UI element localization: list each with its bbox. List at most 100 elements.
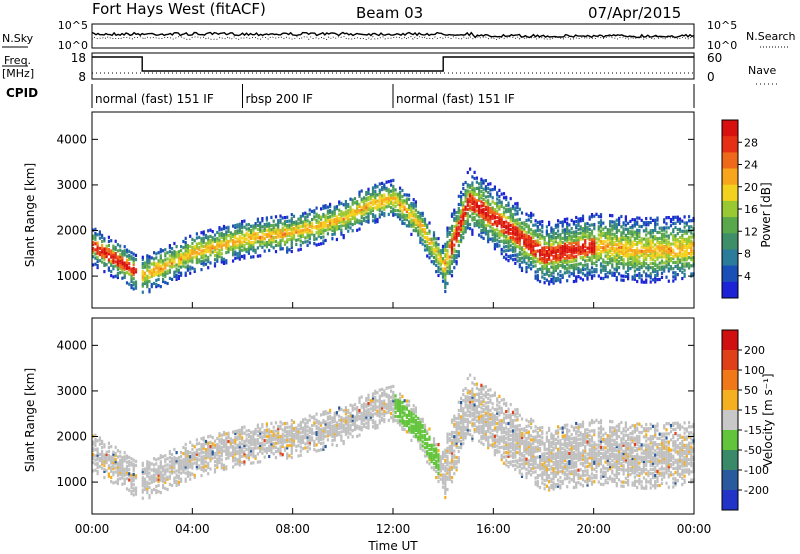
power-cell xyxy=(563,261,566,265)
power-cell xyxy=(478,223,481,227)
power-cell xyxy=(482,222,485,226)
velocity-cell xyxy=(326,432,329,436)
power-cell xyxy=(609,271,612,275)
power-cell xyxy=(247,247,250,251)
power-cell xyxy=(557,243,560,247)
velocity-cell xyxy=(189,451,192,455)
power-cell xyxy=(356,220,359,224)
power-cell xyxy=(498,217,501,221)
power-cell xyxy=(399,194,402,198)
power-cell xyxy=(615,222,618,226)
power-cell xyxy=(669,220,673,224)
power-cell xyxy=(509,227,512,231)
velocity-cell xyxy=(132,472,135,476)
power-cell xyxy=(620,255,623,260)
velocity-cell xyxy=(234,438,237,442)
velocity-cell xyxy=(331,420,334,424)
velocity-cell xyxy=(340,424,343,428)
power-cell xyxy=(502,231,506,235)
velocity-cell xyxy=(177,462,180,466)
power-cell xyxy=(238,235,241,239)
velocity-cell xyxy=(130,463,133,467)
power-cell xyxy=(561,263,564,267)
power-cell xyxy=(381,212,384,216)
velocity-cell xyxy=(281,440,284,444)
velocity-cell xyxy=(252,446,255,450)
power-cell xyxy=(683,262,686,266)
power-cell xyxy=(685,231,688,235)
power-cell xyxy=(561,240,564,245)
velocity-cell xyxy=(96,461,99,465)
power-cell xyxy=(299,219,302,223)
velocity-cell xyxy=(193,473,196,477)
power-cell xyxy=(130,271,133,275)
power-cell xyxy=(469,194,472,198)
power-cell xyxy=(437,237,440,241)
velocity-cell xyxy=(281,432,284,436)
power-cell xyxy=(645,221,648,225)
power-cell xyxy=(606,236,609,240)
power-cell xyxy=(570,243,573,247)
power-cell xyxy=(173,250,176,254)
power-cell xyxy=(374,185,377,189)
velocity-cell xyxy=(344,422,347,426)
power-cell xyxy=(155,264,158,268)
power-cell xyxy=(252,255,255,259)
power-cell xyxy=(232,259,235,263)
power-cell xyxy=(351,212,354,216)
power-cell xyxy=(663,244,666,249)
power-cell xyxy=(367,218,370,222)
velocity-cell xyxy=(202,450,205,454)
power-cell xyxy=(660,236,664,240)
power-cell xyxy=(453,210,456,214)
power-cell xyxy=(640,266,643,270)
power-cell xyxy=(683,274,686,278)
power-cell xyxy=(636,236,639,241)
power-cell xyxy=(274,243,278,248)
velocity-cell xyxy=(101,441,104,445)
velocity-cell xyxy=(184,463,187,467)
power-cell xyxy=(566,256,569,260)
velocity-cell xyxy=(103,463,106,467)
power-cell xyxy=(674,242,677,246)
power-cell xyxy=(640,253,643,257)
power-cell xyxy=(672,221,675,226)
power-cell xyxy=(527,263,530,267)
power-cell xyxy=(340,201,343,205)
power-cell xyxy=(132,252,135,256)
velocity-cell xyxy=(207,449,210,453)
power-cell xyxy=(507,228,510,232)
power-cell xyxy=(563,220,566,224)
velocity-cell xyxy=(141,482,144,486)
power-cell xyxy=(577,252,580,256)
power-cell xyxy=(645,256,648,260)
velocity-cell xyxy=(268,432,271,436)
power-cell xyxy=(502,255,506,259)
power-cell xyxy=(430,249,433,254)
power-cell xyxy=(563,232,566,236)
power-cell xyxy=(213,258,217,262)
power-cell xyxy=(624,219,627,223)
velocity-cell xyxy=(186,472,189,476)
power-cell xyxy=(584,273,587,277)
power-cell xyxy=(383,212,386,216)
velocity-cell xyxy=(241,426,244,430)
power-cell xyxy=(286,232,289,236)
velocity-cell xyxy=(204,454,208,458)
power-cell xyxy=(584,251,587,255)
power-cell xyxy=(301,212,305,216)
velocity-cell xyxy=(175,461,178,465)
velocity-cell xyxy=(281,442,284,446)
power-cell xyxy=(232,232,235,236)
power-cell xyxy=(268,222,271,226)
power-cell xyxy=(225,246,228,251)
power-cell xyxy=(590,229,594,233)
power-cell xyxy=(184,236,187,240)
power-cell xyxy=(241,248,244,252)
power-cell xyxy=(105,248,108,252)
power-cell xyxy=(525,237,528,241)
velocity-cell xyxy=(308,428,311,432)
velocity-cell xyxy=(306,429,309,433)
velocity-cell xyxy=(340,418,343,422)
velocity-cell xyxy=(159,476,162,480)
